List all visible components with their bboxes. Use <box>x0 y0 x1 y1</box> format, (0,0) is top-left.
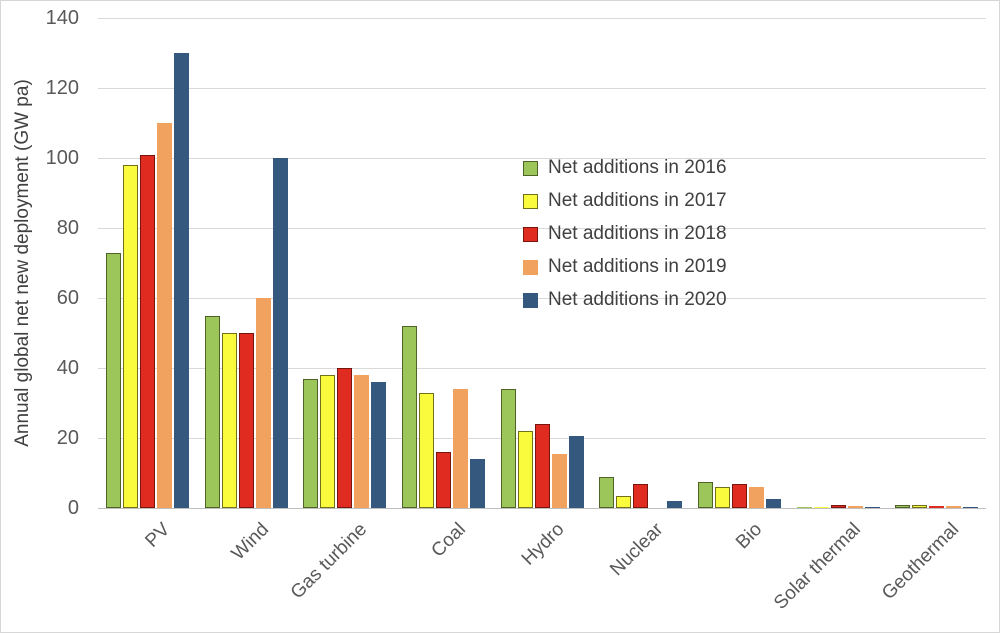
bar-geothermal-2018 <box>929 505 945 508</box>
y-tick-label-80: 80 <box>56 217 79 239</box>
x-category-label-geothermal: Geothermal <box>878 519 964 605</box>
x-category-label-coal: Coal <box>427 519 471 562</box>
bar-bio-2019 <box>748 487 764 508</box>
bar-gas-turbine-2019 <box>354 375 370 508</box>
bar-nuclear-2017 <box>616 495 632 508</box>
x-category-label-wind: Wind <box>227 519 273 565</box>
legend-item-2017: Net additions in 2017 <box>523 190 727 212</box>
bar-solar-thermal-2020 <box>864 507 880 508</box>
legend-item-2018: Net additions in 2018 <box>523 223 727 245</box>
bar-solar-thermal-2018 <box>830 505 846 508</box>
x-category-label-gas-turbine: Gas turbine <box>287 519 372 604</box>
y-tick-label-100: 100 <box>45 147 79 169</box>
bar-geothermal-2020 <box>963 507 979 508</box>
bar-pv-2016 <box>105 252 121 508</box>
bar-coal-2016 <box>401 326 417 508</box>
legend-item-2020: Net additions in 2020 <box>523 289 727 311</box>
bar-hydro-2017 <box>517 431 533 508</box>
legend-label-2016: Net additions in 2016 <box>548 157 727 178</box>
legend-label-2019: Net additions in 2019 <box>548 256 727 277</box>
x-category-label-bio: Bio <box>731 519 767 554</box>
legend-label-2017: Net additions in 2017 <box>548 190 727 211</box>
bar-pv-2019 <box>156 123 172 508</box>
bar-coal-2020 <box>469 459 485 508</box>
y-tick-label-0: 0 <box>67 497 79 519</box>
legend: Net additions in 2016 Net additions in 20… <box>523 157 727 311</box>
bar-nuclear-2020 <box>667 501 683 508</box>
y-tick-label-20: 20 <box>56 427 79 449</box>
x-category-label-pv: PV <box>141 519 175 552</box>
bar-coal-2017 <box>418 392 434 508</box>
gridline-60 <box>98 298 986 299</box>
bar-solar-thermal-2016 <box>796 506 812 508</box>
bar-bio-2018 <box>731 483 747 508</box>
bar-geothermal-2016 <box>895 505 911 508</box>
y-tick-label-140: 140 <box>45 7 79 29</box>
y-tick-label-120: 120 <box>45 77 79 99</box>
x-category-label-solar-thermal: Solar thermal <box>770 519 865 614</box>
bar-nuclear-2018 <box>633 483 649 508</box>
bar-pv-2018 <box>139 154 155 508</box>
bar-solar-thermal-2019 <box>847 505 863 508</box>
gridline-80 <box>98 228 986 229</box>
legend-swatch-2020 <box>523 292 538 308</box>
bar-geothermal-2017 <box>912 505 928 508</box>
gridline-100 <box>98 158 986 159</box>
bar-gas-turbine-2017 <box>320 375 336 508</box>
bar-bio-2017 <box>714 487 730 508</box>
bar-wind-2017 <box>221 333 237 508</box>
legend-item-2019: Net additions in 2019 <box>523 256 727 278</box>
legend-swatch-2017 <box>523 193 538 209</box>
bar-hydro-2018 <box>534 424 550 508</box>
x-category-label-hydro: Hydro <box>518 519 569 570</box>
bar-hydro-2019 <box>551 453 567 508</box>
bar-gas-turbine-2020 <box>371 382 387 508</box>
legend-label-2018: Net additions in 2018 <box>548 223 727 244</box>
bar-hydro-2020 <box>568 436 584 508</box>
legend-swatch-2019 <box>523 259 538 275</box>
gridline-120 <box>98 88 986 89</box>
bar-coal-2019 <box>452 389 468 508</box>
legend-swatch-2016 <box>523 160 538 176</box>
legend-label-2020: Net additions in 2020 <box>548 289 727 310</box>
bar-wind-2016 <box>204 315 220 508</box>
bar-geothermal-2019 <box>946 505 962 508</box>
gridline-140 <box>98 18 986 19</box>
bar-wind-2018 <box>238 333 254 508</box>
bar-nuclear-2016 <box>599 476 615 508</box>
bar-bio-2016 <box>697 481 713 508</box>
bar-wind-2019 <box>255 298 271 508</box>
y-tick-label-40: 40 <box>56 357 79 379</box>
bar-bio-2020 <box>765 499 781 508</box>
x-category-label-nuclear: Nuclear <box>606 519 668 581</box>
bar-pv-2020 <box>173 53 189 508</box>
gridline-40 <box>98 368 986 369</box>
bar-solar-thermal-2017 <box>813 506 829 508</box>
legend-item-2016: Net additions in 2016 <box>523 157 727 179</box>
bar-coal-2018 <box>435 452 451 508</box>
bar-wind-2020 <box>272 158 288 508</box>
y-axis-title: Annual global net new deployment (GW pa) <box>12 79 33 447</box>
y-tick-label-60: 60 <box>56 287 79 309</box>
x-axis-line <box>98 508 986 509</box>
legend-swatch-2018 <box>523 226 538 242</box>
bar-gas-turbine-2016 <box>303 378 319 508</box>
bar-gas-turbine-2018 <box>337 368 353 508</box>
bar-pv-2017 <box>122 165 138 508</box>
bar-hydro-2016 <box>500 389 516 508</box>
